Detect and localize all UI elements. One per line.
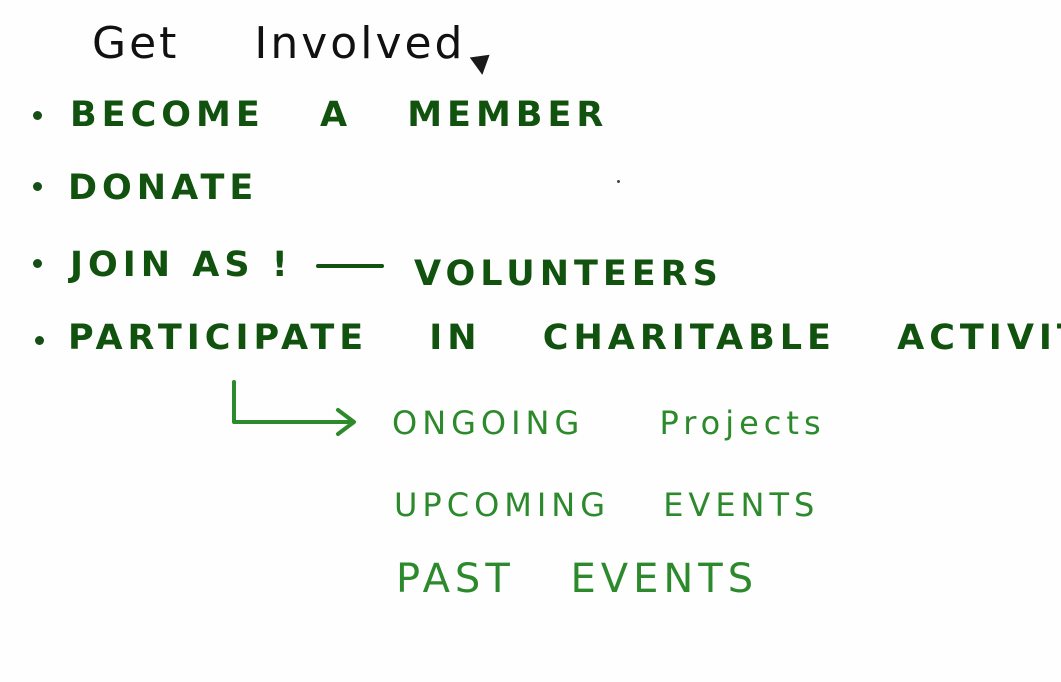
elbow-arrow-icon [232,380,356,436]
menu-item-volunteers[interactable]: VOLUNTEERS [414,254,723,294]
stray-dot [617,180,620,183]
menu-item-join-as[interactable]: JOIN AS ! [70,245,293,285]
bullet-icon [35,336,44,345]
submenu-item-past-events[interactable]: PAST EVENTS [396,556,759,602]
submenu-item-upcoming-events[interactable]: UPCOMING EVENTS [394,486,820,524]
menu-item-become-member[interactable]: BECOME A MEMBER [70,95,609,135]
bullet-icon [33,259,42,268]
bullet-icon [33,111,42,120]
menu-item-participate[interactable]: PARTICIPATE IN CHARITABLE ACTIVITIES [68,318,1061,358]
submenu-item-ongoing-projects[interactable]: ONGOING Projects [392,404,826,442]
page-title[interactable]: Get Involved [92,18,466,69]
dash-connector [316,264,384,268]
menu-item-donate[interactable]: DONATE [68,168,259,208]
caret-down-icon[interactable] [469,54,493,77]
bullet-icon [33,182,42,191]
